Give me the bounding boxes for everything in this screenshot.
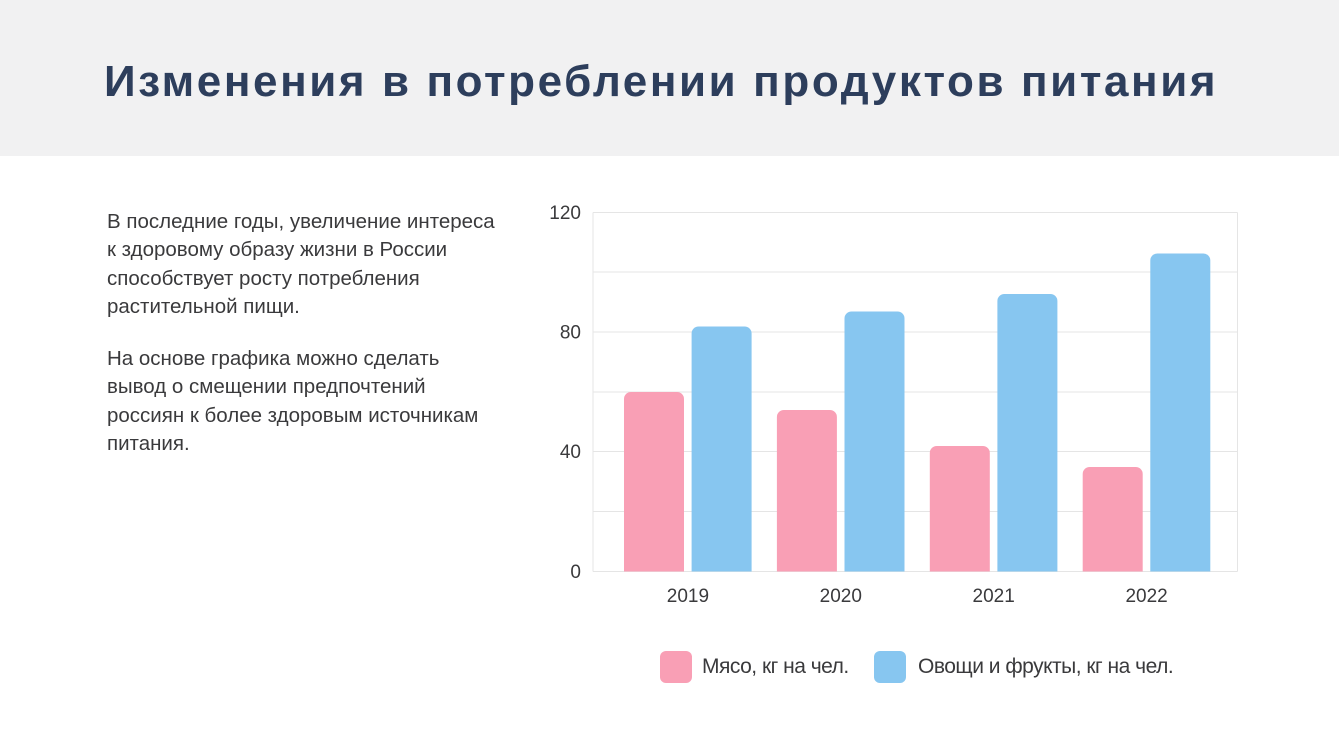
- svg-text:2020: 2020: [820, 586, 862, 607]
- svg-text:2022: 2022: [1125, 586, 1167, 607]
- svg-text:0: 0: [570, 562, 581, 583]
- svg-text:120: 120: [549, 203, 581, 224]
- svg-text:2021: 2021: [973, 586, 1015, 607]
- svg-text:2019: 2019: [667, 586, 709, 607]
- svg-text:40: 40: [560, 442, 581, 463]
- svg-text:80: 80: [560, 323, 581, 344]
